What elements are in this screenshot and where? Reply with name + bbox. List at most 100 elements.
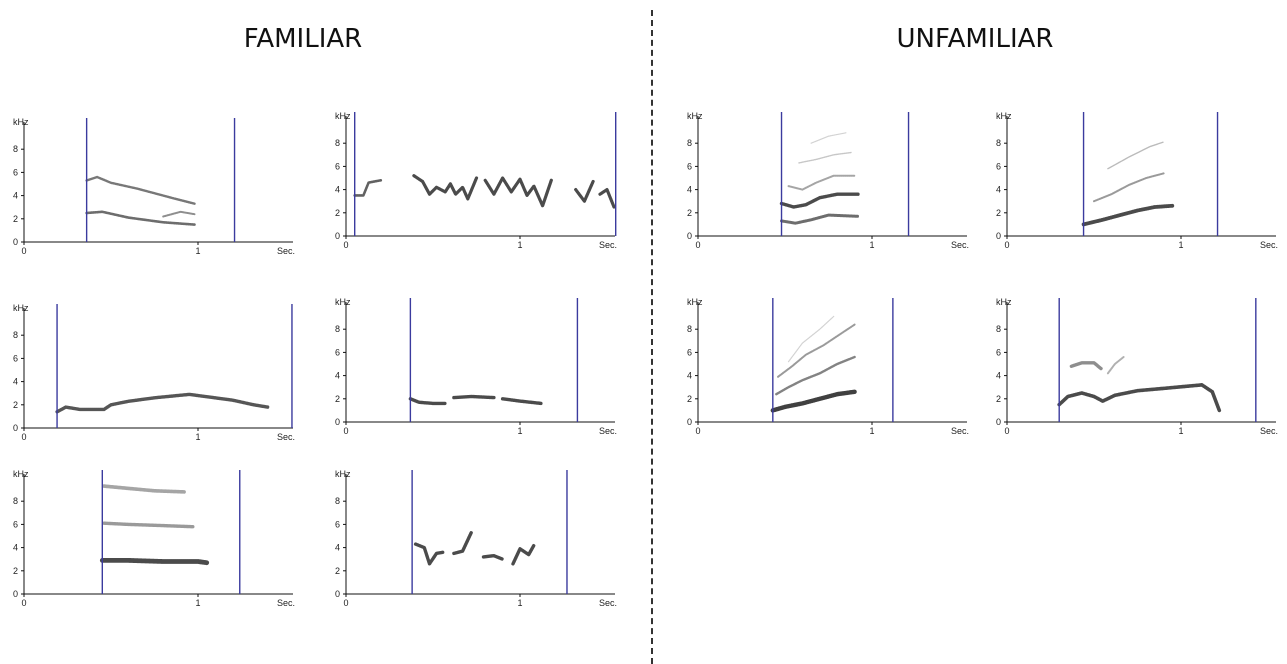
y-tick-label: 8: [13, 144, 18, 154]
spectrogram-panel-unfamiliar: kHz Sec. 0 2 4 6 8 0 1: [687, 111, 969, 250]
y-tick-label: 0: [996, 417, 1001, 427]
x-unit-label: Sec.: [951, 426, 969, 436]
x-tick-label: 1: [195, 432, 200, 442]
x-tick-label: 0: [21, 432, 26, 442]
y-tick-label: 4: [13, 191, 18, 201]
y-tick-label: 2: [996, 208, 1001, 218]
y-tick-label: 4: [687, 371, 692, 381]
y-unit-label: kHz: [687, 297, 703, 307]
harmonic-trace: [55, 392, 270, 414]
familiar-heading: FAMILIAR: [243, 24, 363, 54]
harmonic-trace: [511, 543, 536, 566]
harmonic-trace: [780, 213, 860, 225]
x-unit-label: Sec.: [1260, 426, 1278, 436]
harmonic-trace: [481, 554, 505, 561]
harmonic-trace: [1106, 356, 1125, 375]
harmonic-trace: [99, 558, 210, 566]
y-tick-label: 4: [996, 185, 1001, 195]
y-tick-label: 2: [13, 214, 18, 224]
harmonic-trace: [787, 315, 835, 363]
x-tick-label: 1: [195, 246, 200, 256]
y-tick-label: 2: [335, 208, 340, 218]
harmonic-trace: [413, 542, 446, 566]
harmonic-trace: [1081, 203, 1175, 227]
harmonic-trace: [574, 179, 595, 203]
y-tick-label: 6: [687, 347, 692, 357]
y-tick-label: 0: [687, 231, 692, 241]
y-tick-label: 8: [996, 138, 1001, 148]
y-tick-label: 8: [687, 138, 692, 148]
x-unit-label: Sec.: [277, 598, 295, 608]
y-tick-label: 4: [996, 371, 1001, 381]
y-tick-label: 2: [13, 400, 18, 410]
x-tick-label: 1: [869, 426, 874, 436]
harmonic-trace: [162, 210, 196, 218]
spectrogram-panel-familiar: kHz Sec. 0 2 4 6 8 0 1: [335, 469, 617, 608]
x-unit-label: Sec.: [951, 240, 969, 250]
harmonic-trace: [85, 175, 196, 205]
harmonic-trace: [85, 210, 196, 226]
harmonic-trace: [1069, 361, 1103, 371]
y-tick-label: 6: [335, 161, 340, 171]
x-tick-label: 1: [195, 598, 200, 608]
y-tick-label: 8: [335, 324, 340, 334]
spectrogram-panel-familiar: kHz Sec. 0 2 4 6 8 0 1: [13, 117, 295, 256]
x-tick-label: 0: [343, 240, 348, 250]
y-tick-label: 0: [13, 237, 18, 247]
harmonic-trace: [810, 132, 847, 144]
y-tick-label: 4: [335, 371, 340, 381]
harmonic-trace: [1093, 172, 1165, 203]
x-unit-label: Sec.: [277, 246, 295, 256]
y-tick-label: 2: [335, 566, 340, 576]
spectrogram-panel-unfamiliar: kHz Sec. 0 2 4 6 8 0 1: [687, 297, 969, 436]
y-tick-label: 4: [13, 543, 18, 553]
y-tick-label: 2: [687, 394, 692, 404]
spectrogram-panel-familiar: kHz Sec. 0 2 4 6 8 0 1: [335, 297, 617, 436]
x-tick-label: 0: [1004, 426, 1009, 436]
spectrogram-panel-familiar: kHz Sec. 0 2 4 6 8 0 1: [335, 111, 617, 250]
y-tick-label: 8: [335, 496, 340, 506]
y-unit-label: kHz: [996, 297, 1012, 307]
unfamiliar-heading: UNFAMILIAR: [896, 24, 1054, 54]
harmonic-trace: [798, 151, 852, 164]
y-tick-label: 2: [335, 394, 340, 404]
harmonic-trace: [787, 174, 856, 191]
y-tick-label: 6: [13, 519, 18, 529]
x-unit-label: Sec.: [277, 432, 295, 442]
x-tick-label: 0: [21, 598, 26, 608]
x-tick-label: 1: [517, 240, 522, 250]
spectrogram-panel-unfamiliar: kHz Sec. 0 2 4 6 8 0 1: [996, 111, 1278, 250]
harmonic-trace: [102, 484, 186, 494]
y-tick-label: 6: [13, 167, 18, 177]
x-unit-label: Sec.: [599, 240, 617, 250]
y-tick-label: 0: [13, 423, 18, 433]
y-unit-label: kHz: [335, 469, 351, 479]
harmonic-trace: [775, 355, 856, 396]
harmonic-trace: [779, 192, 860, 209]
group-divider: [651, 10, 653, 664]
y-tick-label: 8: [996, 324, 1001, 334]
harmonic-trace: [412, 174, 479, 201]
y-tick-label: 8: [13, 330, 18, 340]
y-unit-label: kHz: [13, 303, 29, 313]
harmonic-trace: [353, 179, 383, 197]
x-unit-label: Sec.: [599, 426, 617, 436]
y-tick-label: 6: [335, 519, 340, 529]
spectrogram-panel-unfamiliar: kHz Sec. 0 2 4 6 8 0 1: [996, 297, 1278, 436]
y-tick-label: 6: [13, 353, 18, 363]
x-unit-label: Sec.: [599, 598, 617, 608]
y-tick-label: 6: [996, 347, 1001, 357]
y-tick-label: 4: [335, 543, 340, 553]
harmonic-trace: [102, 521, 195, 529]
harmonic-trace: [1107, 141, 1165, 170]
y-tick-label: 4: [335, 185, 340, 195]
harmonic-trace: [452, 394, 496, 400]
y-unit-label: kHz: [335, 297, 351, 307]
harmonic-trace: [777, 323, 856, 378]
harmonic-trace: [1057, 383, 1222, 413]
y-tick-label: 0: [13, 589, 18, 599]
harmonic-trace: [452, 530, 473, 556]
y-tick-label: 2: [13, 566, 18, 576]
y-tick-label: 6: [335, 347, 340, 357]
y-unit-label: kHz: [996, 111, 1012, 121]
